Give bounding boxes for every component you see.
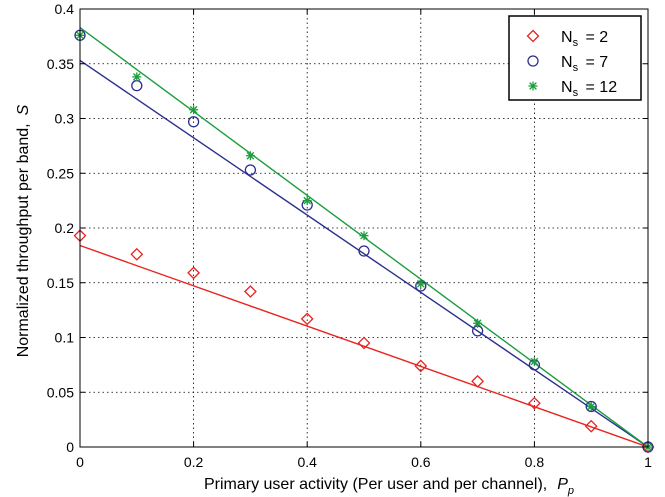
- x-tick-label: 0: [76, 454, 84, 470]
- point-series-3: [359, 231, 369, 241]
- point-series-3: [586, 401, 596, 411]
- point-series-1: [300, 312, 314, 326]
- point-series-1: [357, 336, 371, 350]
- point-series-3: [132, 72, 142, 82]
- point-series-1: [414, 359, 428, 373]
- legend-marker-1: [526, 29, 540, 43]
- legend-label-2: Ns = 7: [561, 54, 608, 74]
- point-series-1: [527, 396, 541, 410]
- point-series-3: [416, 279, 426, 289]
- y-tick-label: 0.15: [47, 275, 74, 291]
- y-tick-label: 0.25: [47, 165, 74, 181]
- point-series-1: [187, 266, 201, 280]
- point-series-1: [243, 285, 257, 298]
- y-tick-label: 0.1: [55, 330, 75, 346]
- point-series-3: [473, 318, 483, 328]
- y-axis-label: Normalized throughput per band,S: [15, 104, 32, 357]
- fit-line-series-1: [79, 244, 649, 448]
- point-series-2: [131, 80, 143, 92]
- legend-label-1: Ns = 2: [561, 29, 608, 49]
- y-tick-label: 0.3: [55, 111, 75, 127]
- legend-label-3: Ns = 12: [561, 79, 617, 99]
- plot-frame: [79, 8, 649, 448]
- x-tick-label: 0.6: [411, 454, 431, 470]
- point-series-3: [302, 196, 312, 206]
- y-tick-label: 0: [66, 439, 74, 455]
- fit-line-series-2: [79, 59, 649, 448]
- point-series-3: [189, 105, 199, 115]
- point-series-3: [529, 357, 539, 367]
- y-tick-label: 0.4: [55, 1, 75, 17]
- x-tick-label: 0.8: [525, 454, 545, 470]
- legend: Ns = 2 Ns = 7 Ns = 12: [508, 15, 642, 101]
- point-series-2: [244, 164, 257, 176]
- point-series-1: [584, 419, 598, 433]
- x-axis-label: Primary user activity (Per user and per …: [204, 476, 574, 497]
- point-series-2: [585, 400, 597, 413]
- point-series-3: [245, 151, 255, 161]
- point-series-1: [471, 374, 485, 388]
- point-series-1: [130, 247, 144, 261]
- legend-marker-3: [528, 81, 538, 91]
- point-series-2: [187, 116, 200, 128]
- x-tick-label: 0.4: [297, 454, 317, 470]
- tick-labels: 0 0.2 0.4 0.6 0.8 1 0 0.05 0.1 0.15 0.2 0.25 0.3 0.35…: [47, 1, 652, 470]
- x-tick-label: 1: [644, 454, 652, 470]
- legend-marker-2: [527, 55, 539, 67]
- x-tick-label: 0.2: [184, 454, 204, 470]
- y-tick-label: 0.05: [47, 384, 74, 400]
- y-tick-label: 0.2: [55, 220, 75, 236]
- y-tick-label: 0.35: [47, 56, 74, 72]
- point-series-2: [358, 245, 370, 257]
